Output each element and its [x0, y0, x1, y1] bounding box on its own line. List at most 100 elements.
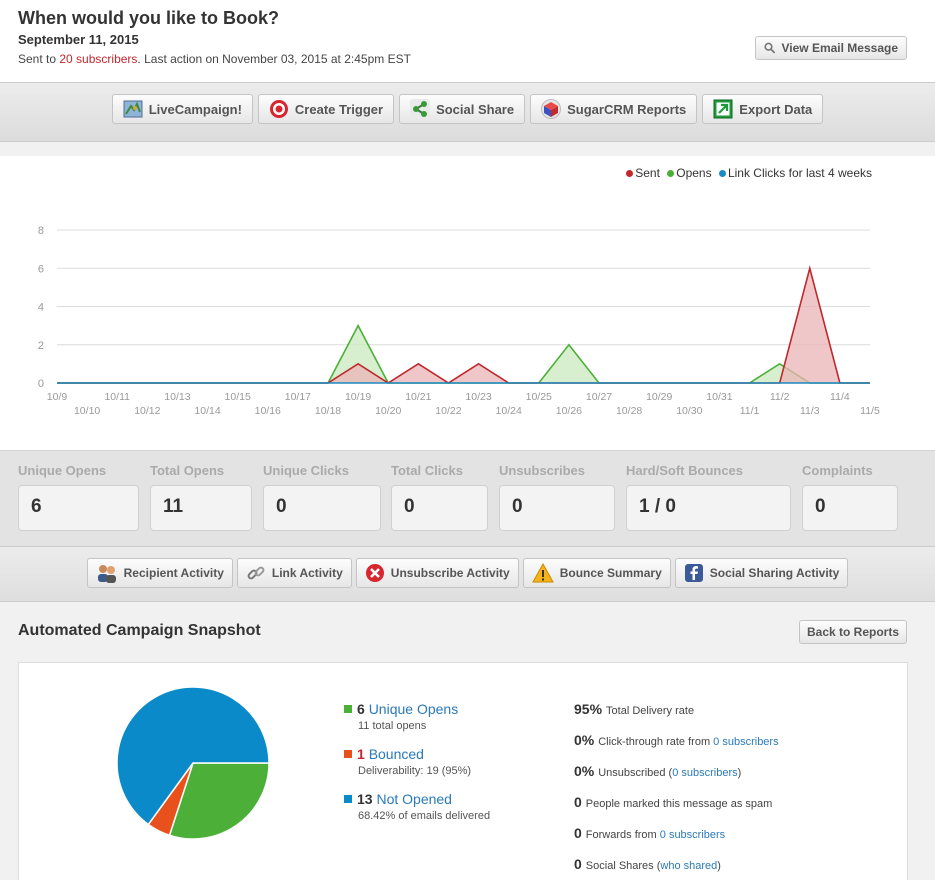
sent-series-area: [57, 268, 870, 383]
x-tick-label: 10/26: [556, 405, 582, 417]
stats-summary: Unique Opens 6 Total Opens 11 Unique Cli…: [0, 450, 935, 546]
sent-series-line: [57, 265, 870, 384]
legend-bounced: 1 Bounced Deliverability: 19 (95%): [344, 746, 471, 777]
stat-label-bounces: Hard/Soft Bounces: [626, 463, 744, 478]
metric-unsubscribed-after: ): [737, 767, 742, 779]
link-activity-button[interactable]: Link Activity: [236, 558, 352, 588]
x-tick-label: 10/28: [616, 405, 642, 417]
livecampaign-button[interactable]: LiveCampaign!: [111, 94, 253, 124]
sugarcrm-reports-button[interactable]: SugarCRM Reports: [530, 94, 698, 124]
social-sharing-activity-button[interactable]: Social Sharing Activity: [674, 558, 849, 588]
create-trigger-button[interactable]: Create Trigger: [257, 94, 395, 124]
link-activity-label: Link Activity: [271, 566, 343, 580]
bounced-link[interactable]: Bounced: [368, 746, 424, 762]
social-share-button[interactable]: Social Share: [399, 94, 526, 124]
stat-label-unique-opens: Unique Opens: [18, 463, 107, 478]
magnifier-icon: [764, 42, 776, 54]
metric-unsubscribed-text: Unsubscribed (: [598, 767, 673, 779]
stat-label-total-opens: Total Opens: [150, 463, 225, 478]
x-tick-label: 10/25: [526, 391, 552, 403]
stat-label-unique-clicks: Unique Clicks: [263, 463, 349, 478]
metric-unsubscribed-link[interactable]: 0 subscribers: [672, 767, 738, 779]
snapshot-panel: 6 Unique Opens 11 total opens 1 Bounced …: [18, 662, 908, 880]
stat-label-total-clicks: Total Clicks: [391, 463, 464, 478]
export-data-button[interactable]: Export Data: [702, 94, 824, 124]
x-tick-label: 11/4: [830, 391, 850, 403]
export-data-label: Export Data: [739, 101, 813, 117]
x-tick-label: 10/30: [676, 405, 702, 417]
y-tick-label: 0: [38, 378, 44, 390]
stat-value-unsubscribes[interactable]: 0: [499, 485, 615, 531]
stat-value-total-clicks[interactable]: 0: [391, 485, 488, 531]
metric-click-through-text: Click-through rate from: [598, 736, 714, 748]
map-icon: [123, 100, 143, 118]
stat-value-complaints[interactable]: 0: [802, 485, 898, 531]
legend-opens-dot: [667, 169, 675, 177]
x-tick-label: 10/11: [104, 391, 130, 403]
x-tick-label: 10/31: [706, 391, 732, 403]
x-tick-label: 10/16: [255, 405, 281, 417]
legend-clicks-dot: [718, 169, 726, 177]
unsubscribe-activity-button[interactable]: Unsubscribe Activity: [355, 558, 519, 588]
metric-social-shares-link[interactable]: who shared: [660, 860, 718, 872]
metric-forwards-link[interactable]: 0 subscribers: [659, 829, 726, 841]
stat-value-total-opens[interactable]: 11: [150, 485, 252, 531]
cube-icon: [541, 99, 562, 119]
unique-opens-swatch: [344, 705, 352, 713]
stat-value-unique-opens[interactable]: 6: [18, 485, 139, 531]
metric-click-through-link[interactable]: 0 subscribers: [713, 736, 779, 748]
warning-icon: [531, 563, 554, 583]
people-icon: [97, 565, 116, 583]
not-opened-link[interactable]: Not Opened: [376, 791, 452, 807]
stat-label-unsubscribes: Unsubscribes: [499, 463, 585, 478]
x-tick-label: 10/17: [285, 391, 311, 403]
bounce-summary-button[interactable]: Bounce Summary: [522, 558, 671, 588]
stat-value-unique-clicks[interactable]: 0: [263, 485, 381, 531]
not-opened-swatch: [344, 795, 352, 803]
y-tick-label: 2: [38, 340, 44, 352]
chart-legend: Sent Opens Link Clicks for last 4 weeks: [622, 166, 872, 180]
target-icon: [269, 100, 288, 118]
bounced-sub: Deliverability: 19 (95%): [358, 765, 472, 777]
bounce-summary-label: Bounce Summary: [559, 566, 662, 580]
legend-clicks: Link Clicks for last 4 weeks: [727, 166, 872, 180]
metric-delivery-rate: 95% Total Delivery rate: [574, 701, 694, 717]
x-tick-label: 10/12: [134, 405, 160, 417]
x-tick-label: 10/27: [586, 391, 612, 403]
social-share-label: Social Share: [436, 101, 515, 117]
metric-spam: 0 People marked this message as spam: [574, 794, 772, 810]
legend-unique-opens: 6 Unique Opens 11 total opens: [344, 701, 458, 732]
unique-opens-sub: 11 total opens: [358, 720, 427, 732]
metric-forwards-text: Forwards from: [585, 829, 660, 841]
sugarcrm-reports-label: SugarCRM Reports: [567, 101, 687, 117]
stat-value-bounces[interactable]: 1 / 0: [626, 485, 791, 531]
x-tick-label: 10/22: [435, 405, 461, 417]
metric-spam-num: 0: [574, 794, 582, 810]
metric-spam-text: People marked this message as spam: [585, 798, 773, 810]
view-email-button[interactable]: View Email Message: [755, 36, 907, 60]
pie-slice-not-opened: [116, 686, 270, 826]
red-x-icon: [365, 564, 384, 582]
recipient-activity-button[interactable]: Recipient Activity: [86, 558, 233, 588]
chain-link-icon: [247, 566, 265, 580]
create-trigger-label: Create Trigger: [294, 101, 384, 117]
sent-prefix: Sent to: [18, 52, 60, 66]
back-to-reports-button[interactable]: Back to Reports: [799, 620, 907, 644]
metric-unsubscribed-num: 0%: [574, 763, 595, 779]
x-tick-label: 10/14: [194, 405, 220, 417]
legend-sent-dot: [626, 169, 634, 177]
recipient-activity-label: Recipient Activity: [123, 566, 224, 580]
metric-click-through-num: 0%: [574, 732, 595, 748]
unique-opens-count: 6: [357, 701, 365, 717]
metric-forwards: 0 Forwards from 0 subscribers: [574, 825, 725, 841]
send-date: September 11, 2015: [18, 32, 139, 47]
x-tick-label: 10/21: [405, 391, 431, 403]
section-divider: [0, 142, 935, 156]
x-tick-label: 11/3: [800, 405, 820, 417]
legend-opens: Opens: [676, 166, 712, 180]
x-tick-label: 11/2: [770, 391, 790, 403]
export-icon: [713, 99, 733, 119]
livecampaign-label: LiveCampaign!: [148, 101, 242, 117]
unique-opens-link[interactable]: Unique Opens: [368, 701, 459, 717]
subscribers-link[interactable]: 20 subscribers: [59, 52, 138, 66]
